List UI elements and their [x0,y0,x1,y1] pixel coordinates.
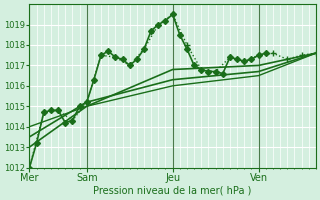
X-axis label: Pression niveau de la mer( hPa ): Pression niveau de la mer( hPa ) [93,186,252,196]
